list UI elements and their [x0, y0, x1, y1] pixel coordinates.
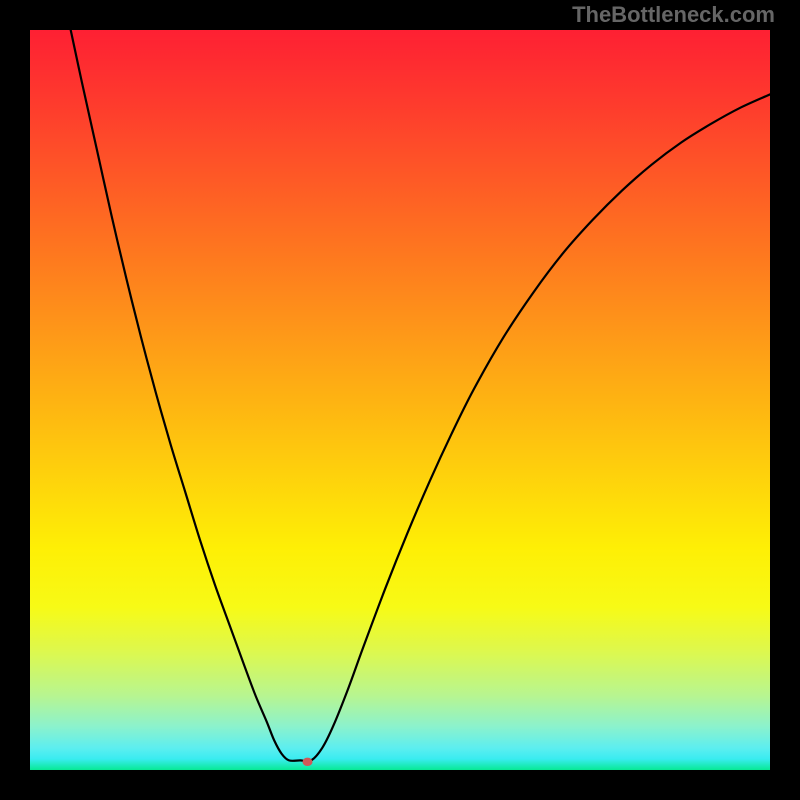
bottleneck-curve	[71, 30, 770, 761]
watermark-text: TheBottleneck.com	[572, 2, 775, 28]
plot-area	[30, 30, 770, 770]
minimum-marker	[303, 758, 313, 766]
curve-layer	[30, 30, 770, 770]
